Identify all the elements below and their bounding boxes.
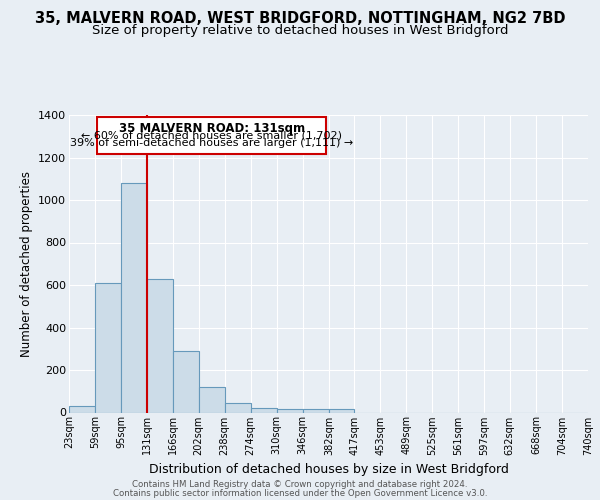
Text: Size of property relative to detached houses in West Bridgford: Size of property relative to detached ho… bbox=[92, 24, 508, 37]
Text: Contains public sector information licensed under the Open Government Licence v3: Contains public sector information licen… bbox=[113, 488, 487, 498]
Bar bbox=[224, 403, 251, 412]
Bar bbox=[277, 410, 303, 412]
Text: Contains HM Land Registry data © Crown copyright and database right 2024.: Contains HM Land Registry data © Crown c… bbox=[132, 480, 468, 489]
Bar bbox=[69, 406, 95, 412]
Text: ← 60% of detached houses are smaller (1,702): ← 60% of detached houses are smaller (1,… bbox=[81, 130, 342, 140]
Bar bbox=[303, 410, 329, 412]
Text: 35 MALVERN ROAD: 131sqm: 35 MALVERN ROAD: 131sqm bbox=[119, 122, 305, 135]
Bar bbox=[121, 183, 147, 412]
Text: 35, MALVERN ROAD, WEST BRIDGFORD, NOTTINGHAM, NG2 7BD: 35, MALVERN ROAD, WEST BRIDGFORD, NOTTIN… bbox=[35, 11, 565, 26]
Bar bbox=[199, 387, 224, 412]
Bar bbox=[329, 410, 354, 412]
Bar bbox=[95, 283, 121, 412]
Bar bbox=[173, 351, 199, 412]
Text: 39% of semi-detached houses are larger (1,111) →: 39% of semi-detached houses are larger (… bbox=[70, 138, 353, 148]
Bar bbox=[147, 278, 173, 412]
Bar bbox=[251, 408, 277, 412]
FancyBboxPatch shape bbox=[97, 117, 326, 154]
Y-axis label: Number of detached properties: Number of detached properties bbox=[20, 171, 32, 357]
X-axis label: Distribution of detached houses by size in West Bridgford: Distribution of detached houses by size … bbox=[149, 463, 508, 476]
